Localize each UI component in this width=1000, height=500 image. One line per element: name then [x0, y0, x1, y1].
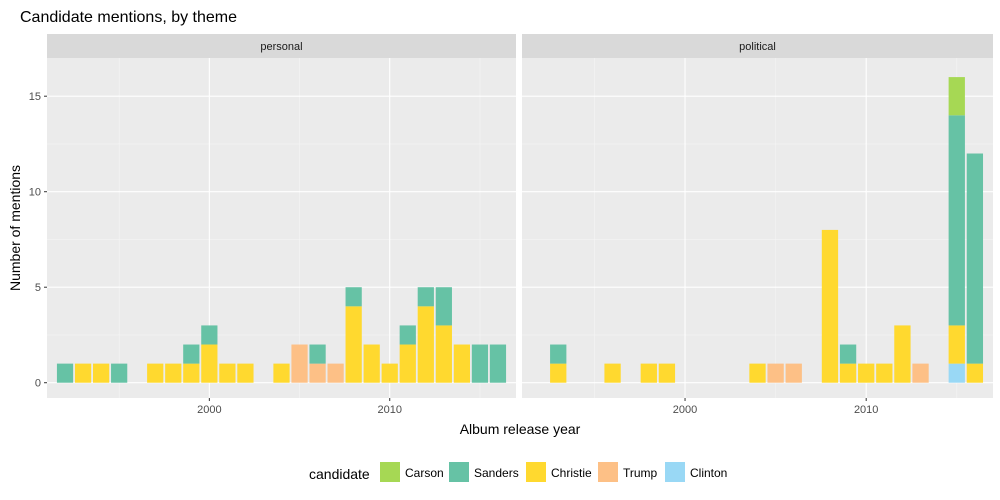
bar-christie-1996 — [604, 363, 621, 383]
legend-key-sanders — [449, 462, 469, 482]
legend-key-christie — [526, 462, 546, 482]
bar-clinton-2015 — [948, 363, 965, 383]
bar-trump-2007 — [327, 363, 344, 383]
bar-trump-2005 — [291, 344, 308, 383]
legend: candidate Carson Sanders Christie Trump Clin… — [309, 462, 727, 482]
bar-christie-2008 — [821, 229, 839, 383]
bar-christie-1997 — [147, 363, 164, 383]
bar-sanders-2015 — [948, 115, 965, 326]
bar-christie-2012 — [894, 325, 911, 383]
bars-political — [550, 77, 984, 383]
strip-personal — [47, 34, 516, 58]
bar-christie-2010 — [858, 363, 875, 383]
gridlines-political — [522, 58, 993, 398]
y-tick-label: 15 — [29, 91, 41, 103]
bar-christie-1993 — [550, 363, 567, 383]
bar-christie-2010 — [381, 363, 398, 383]
panel-personal: personal 2000 2010 — [47, 34, 516, 416]
bar-christie-1994 — [93, 363, 110, 383]
bar-christie-2004 — [273, 363, 290, 383]
bar-christie-2011 — [876, 363, 893, 383]
y-axis-title: Number of mentions — [7, 165, 23, 291]
legend-key-trump — [598, 462, 618, 482]
bar-christie-2013 — [435, 325, 452, 383]
bar-christie-2004 — [749, 363, 766, 383]
y-ticks: 0 5 10 15 — [29, 91, 47, 390]
legend-key-carson — [380, 462, 400, 482]
strip-label-political: political — [739, 41, 776, 53]
bar-sanders-2008 — [345, 287, 362, 307]
y-tick-label: 5 — [35, 282, 41, 294]
bar-christie-1999 — [183, 363, 200, 383]
bar-christie-2009 — [363, 344, 380, 383]
bars-personal — [56, 287, 507, 383]
legend-label-trump: Trump — [623, 466, 658, 480]
legend-label-sanders: Sanders — [474, 466, 519, 480]
bar-christie-2015 — [948, 325, 965, 364]
legend-label-carson: Carson — [405, 466, 444, 480]
y-tick-label: 10 — [29, 187, 41, 199]
strip-label-personal: personal — [260, 41, 302, 53]
bar-christie-1999 — [658, 363, 676, 383]
bar-trump-2005 — [767, 363, 784, 383]
y-tick-label: 0 — [35, 378, 41, 390]
bar-christie-2008 — [345, 306, 362, 383]
x-tick-label: 2010 — [377, 404, 401, 416]
bar-christie-2000 — [201, 344, 218, 383]
bar-sanders-2009 — [839, 344, 857, 364]
bar-christie-1998 — [640, 363, 657, 383]
strip-political — [522, 34, 993, 58]
x-axis-title: Album release year — [460, 421, 581, 437]
bar-sanders-1995 — [111, 363, 128, 383]
legend-label-clinton: Clinton — [690, 466, 727, 480]
legend-key-clinton — [665, 462, 685, 482]
bar-christie-1998 — [165, 363, 182, 383]
x-tick-label: 2000 — [673, 404, 697, 416]
bar-sanders-2006 — [309, 344, 326, 364]
chart-title: Candidate mentions, by theme — [20, 9, 237, 26]
x-ticks-political: 2000 2010 — [673, 398, 878, 416]
panel-political: political 2000 2010 — [522, 34, 993, 416]
bar-trump-2013 — [912, 363, 929, 383]
bar-christie-2002 — [237, 363, 254, 383]
bar-carson-2015 — [948, 77, 965, 116]
bar-sanders-2015 — [471, 344, 489, 383]
x-tick-label: 2000 — [197, 404, 221, 416]
bar-christie-2011 — [399, 344, 416, 383]
bar-christie-1993 — [74, 363, 92, 383]
bar-sanders-1993 — [550, 344, 567, 364]
bar-christie-2016 — [966, 363, 984, 383]
bar-christie-2014 — [453, 344, 470, 383]
bar-trump-2006 — [309, 363, 326, 383]
bar-christie-2012 — [417, 306, 434, 383]
bar-christie-2001 — [219, 363, 236, 383]
bar-sanders-2016 — [489, 344, 507, 383]
legend-title: candidate — [309, 466, 370, 482]
bar-sanders-2013 — [435, 287, 452, 326]
legend-label-christie: Christie — [551, 466, 592, 480]
plot-area-political — [522, 58, 993, 398]
bar-sanders-1999 — [183, 344, 200, 364]
bar-sanders-2011 — [399, 325, 416, 345]
bar-christie-2009 — [839, 363, 857, 383]
bar-sanders-2012 — [417, 287, 434, 307]
x-ticks-personal: 2000 2010 — [197, 398, 402, 416]
bar-trump-2006 — [785, 363, 802, 383]
x-tick-label: 2010 — [854, 404, 878, 416]
bar-sanders-2000 — [201, 325, 218, 345]
bar-sanders-1992 — [56, 363, 74, 383]
bar-sanders-2016 — [966, 153, 984, 364]
